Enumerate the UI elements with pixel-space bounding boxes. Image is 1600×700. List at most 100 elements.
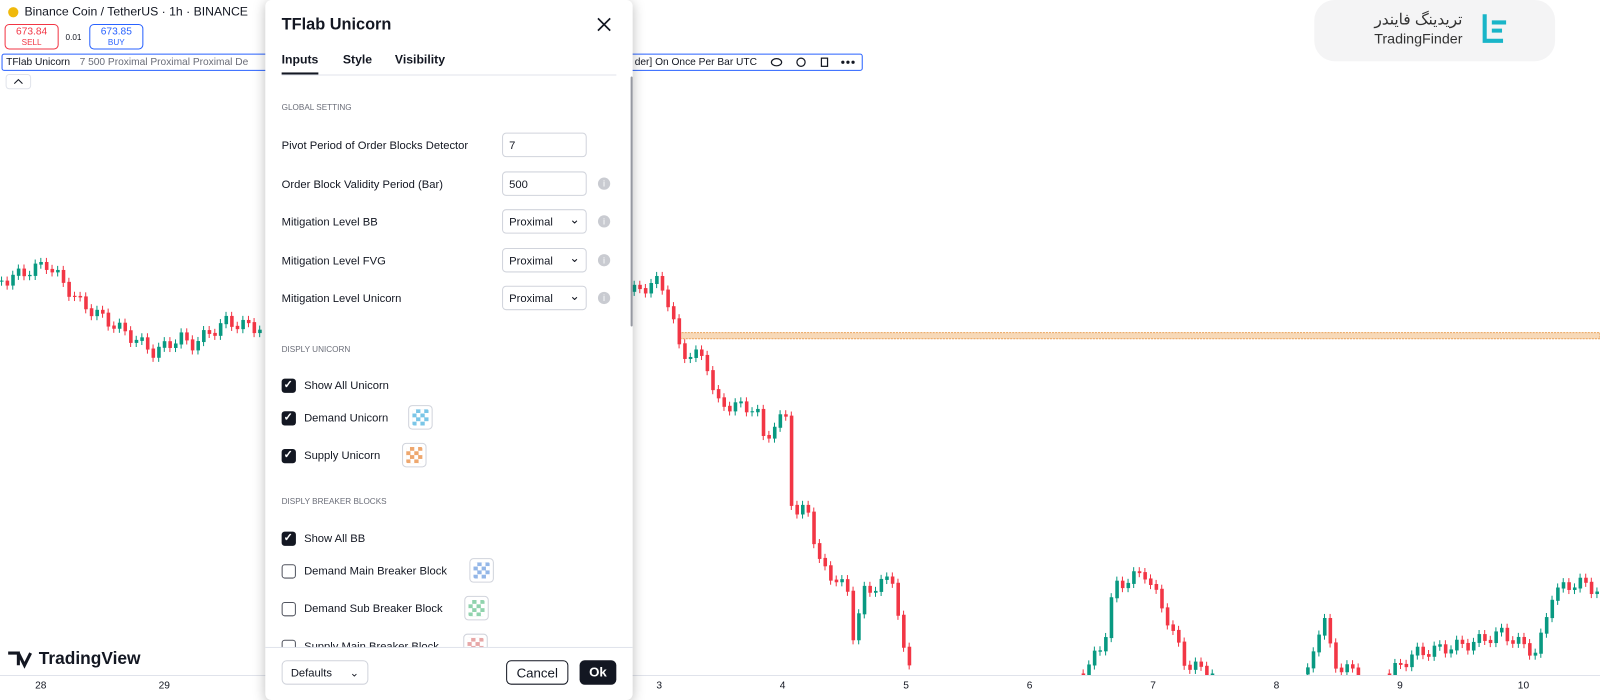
candle xyxy=(1449,649,1454,654)
tab[interactable]: Style xyxy=(342,52,373,67)
buy-button[interactable] xyxy=(89,23,144,50)
candle xyxy=(1104,637,1108,652)
color-swatch[interactable] xyxy=(408,405,433,430)
collapse-icon xyxy=(13,78,23,85)
candle xyxy=(733,402,738,412)
info-icon[interactable]: i xyxy=(597,254,611,267)
field-row: Mitigation Level BB Proximal ⌄ i xyxy=(282,209,619,238)
color-swatch[interactable] xyxy=(402,442,427,468)
text-input[interactable]: 7 xyxy=(502,132,587,158)
candle xyxy=(0,280,4,282)
candle xyxy=(722,397,727,407)
color-swatch[interactable] xyxy=(463,633,488,648)
candle xyxy=(61,269,66,283)
collapse-button[interactable] xyxy=(5,73,32,90)
text-input[interactable]: 500 xyxy=(502,171,587,196)
cancel-button[interactable]: Cancel xyxy=(506,660,569,685)
tab[interactable]: Visibility xyxy=(394,52,446,67)
candle xyxy=(761,408,766,436)
indicator-args: 7 500 Proximal Proximal Proximal De xyxy=(80,57,249,68)
defaults-button[interactable]: Defaults ⌄ xyxy=(281,660,369,685)
candle xyxy=(1505,627,1510,642)
swatch-color xyxy=(468,599,485,617)
field-row: Pivot Period of Order Blocks Detector 7 xyxy=(281,132,619,162)
candle xyxy=(643,288,648,294)
color-swatch[interactable] xyxy=(464,595,489,621)
tv-logo: TradingView xyxy=(39,648,141,668)
x-tick-label: 3 xyxy=(656,680,662,691)
candle xyxy=(1432,645,1437,657)
check-mark: ✓ xyxy=(283,378,294,391)
candle xyxy=(699,349,704,356)
candle xyxy=(22,268,27,277)
candle xyxy=(213,332,217,336)
candle xyxy=(246,319,251,324)
candle xyxy=(157,346,161,358)
candle xyxy=(885,576,889,580)
candle xyxy=(1356,667,1361,676)
checkbox-row: ✓ Show All BB xyxy=(281,528,619,557)
candle xyxy=(1087,664,1091,676)
candle xyxy=(168,341,172,348)
checkbox[interactable] xyxy=(281,602,296,617)
candle xyxy=(1387,673,1392,676)
candle xyxy=(1499,627,1504,633)
color-swatch[interactable] xyxy=(469,558,494,583)
tab[interactable]: Inputs xyxy=(281,52,319,75)
candle xyxy=(39,261,43,265)
candle xyxy=(258,329,262,334)
select[interactable]: Proximal ⌄ xyxy=(502,285,587,311)
checkbox[interactable]: ✓ xyxy=(281,411,296,426)
field-row: Order Block Validity Period (Bar) 500 i xyxy=(282,171,619,200)
candle xyxy=(1188,664,1192,670)
candle xyxy=(11,274,15,286)
candle xyxy=(33,263,38,276)
checkbox[interactable]: ✓ xyxy=(281,531,296,546)
unicorn-zone xyxy=(678,332,1600,340)
candle xyxy=(1210,673,1215,676)
scrollbar[interactable] xyxy=(630,76,633,327)
candle xyxy=(868,585,872,593)
candle xyxy=(16,268,21,276)
checkbox-label: Supply Unicorn xyxy=(304,449,381,463)
candle xyxy=(1306,667,1310,675)
legend-icons[interactable] xyxy=(770,57,855,67)
candle xyxy=(1328,618,1333,644)
x-tick-label: 7 xyxy=(1150,680,1156,691)
swatch-color xyxy=(412,409,429,426)
candle xyxy=(1098,650,1103,652)
candle xyxy=(1339,667,1344,673)
checkbox[interactable]: ✓ xyxy=(281,448,296,464)
candle xyxy=(1466,642,1470,651)
select[interactable]: Proximal ⌄ xyxy=(502,247,587,273)
x-tick-label: 9 xyxy=(1397,680,1403,691)
candle xyxy=(1528,643,1532,656)
candle xyxy=(1132,571,1136,584)
candle xyxy=(1317,634,1321,653)
info-icon[interactable]: i xyxy=(597,291,611,305)
x-tick-label: 5 xyxy=(903,680,909,691)
checkbox-row: ✓ Supply Unicorn xyxy=(281,442,619,474)
info-icon[interactable]: i xyxy=(597,215,611,228)
sell-button[interactable] xyxy=(4,23,59,50)
logo-fa: تریدینگ فایندر xyxy=(1373,10,1462,28)
info-icon[interactable]: i xyxy=(597,177,611,190)
field-label: Pivot Period of Order Blocks Detector xyxy=(281,139,469,153)
select[interactable]: Proximal ⌄ xyxy=(502,209,587,234)
candle xyxy=(806,504,811,513)
candle xyxy=(778,414,783,428)
ok-button[interactable]: Ok xyxy=(579,660,617,685)
candle xyxy=(218,323,223,336)
checkbox[interactable] xyxy=(281,564,296,579)
candle xyxy=(907,646,912,666)
candle xyxy=(1115,580,1119,599)
checkbox-label: Show All BB xyxy=(304,532,366,545)
checkbox[interactable] xyxy=(281,639,296,648)
chevron: ⌄ xyxy=(569,251,580,266)
symbol: Binance Coin / TetherUS · 1h · BINANCE xyxy=(24,4,248,18)
candle xyxy=(728,405,732,412)
candle xyxy=(1455,639,1459,651)
checkbox[interactable]: ✓ xyxy=(281,378,296,393)
close-button[interactable] xyxy=(596,16,612,32)
candle xyxy=(162,341,167,348)
